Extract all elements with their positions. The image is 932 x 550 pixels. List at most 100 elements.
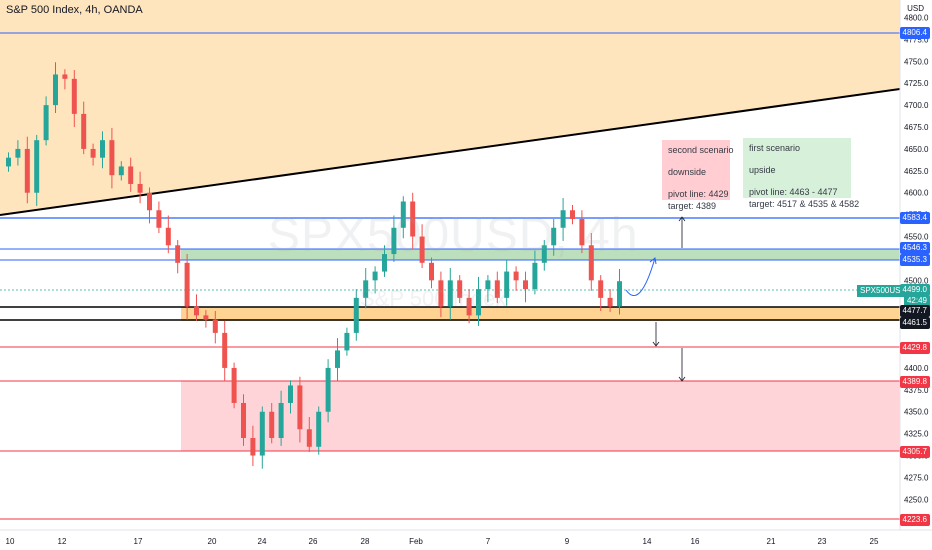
candle-body: [560, 210, 566, 228]
time-tick: 16: [691, 537, 700, 546]
projection-arrows: [652, 216, 686, 382]
candle-body: [523, 280, 528, 290]
time-tick: 26: [309, 537, 318, 546]
candle-body: [43, 105, 49, 141]
second-scenario-title: second scenario: [668, 145, 734, 155]
time-tick: 20: [208, 537, 217, 546]
candle-body: [212, 319, 218, 333]
candle-body: [457, 280, 463, 298]
candle-body: [222, 332, 228, 368]
price-label-4477: 4477.7: [899, 305, 930, 317]
candle-body: [128, 166, 134, 184]
candle-body: [410, 201, 416, 237]
candle-body: [175, 245, 181, 263]
symbol-tag[interactable]: SPX500USD: [857, 285, 910, 297]
candle-body: [588, 245, 594, 281]
candle-body: [419, 236, 425, 263]
price-tick: 4400.0: [904, 364, 929, 373]
first-scenario-note[interactable]: first scenario upside pivot line: 4463 -…: [743, 138, 859, 209]
time-tick: 14: [643, 537, 652, 546]
candle-body: [504, 271, 510, 298]
candle-body: [109, 140, 115, 176]
candle-body: [438, 280, 444, 307]
currency-label[interactable]: USD: [907, 4, 924, 13]
time-tick: Feb: [409, 537, 423, 546]
candle-body: [90, 148, 96, 158]
price-tick: 4800.0: [904, 14, 929, 23]
time-tick: 23: [818, 537, 827, 546]
candle-body: [306, 429, 312, 447]
time-axis[interactable]: 10 12 17 20 24 26 28 Feb 7 9 14 16 21 23 25: [6, 537, 879, 546]
price-tick: 4600.0: [904, 189, 929, 198]
price-tick: 4675.0: [904, 123, 929, 132]
candle-body: [513, 271, 519, 281]
pivot-zone: [181, 307, 900, 321]
candle-body: [598, 280, 604, 298]
candle-body: [363, 280, 369, 298]
price-label-4806: 4806.4: [899, 27, 930, 39]
price-tick: 4500.0: [904, 276, 929, 285]
price-tick: 4750.0: [904, 57, 929, 66]
price-label-last: 4499.0: [899, 284, 930, 296]
candle-body: [203, 315, 209, 320]
candle-body: [81, 113, 87, 149]
candle-body: [391, 227, 397, 255]
candle-body: [24, 148, 30, 193]
price-label-4461: 4461.5: [899, 317, 930, 329]
price-label-4389: 4389.8: [899, 376, 930, 388]
candle-body: [194, 306, 199, 316]
price-tick: 4625.0: [904, 167, 929, 176]
time-tick: 25: [870, 537, 879, 546]
candle-body: [382, 254, 387, 272]
price-tick: 4250.0: [904, 495, 929, 504]
candle-body: [476, 289, 481, 316]
time-tick: 17: [134, 537, 143, 546]
candle-body: [466, 297, 472, 316]
candle-body: [15, 148, 21, 158]
price-tick: 4275.0: [904, 473, 929, 482]
candle-body: [156, 210, 162, 228]
candle-body: [250, 438, 256, 456]
price-label-4583: 4583.4: [899, 212, 930, 224]
chart-title: S&P 500 Index, 4h, OANDA: [6, 4, 143, 16]
candle-body: [165, 227, 171, 246]
candle-body: [607, 297, 613, 307]
time-tick: 21: [767, 537, 776, 546]
price-tick: 4775.0: [904, 35, 929, 44]
projection-curve: [625, 257, 656, 296]
projection-curve-head: [649, 257, 657, 265]
candle-body: [325, 367, 331, 412]
candle-body: [316, 411, 322, 447]
watermark-symbol: SPX500USD, 4h: [268, 209, 639, 262]
green-zone: [181, 249, 900, 260]
price-tick: 4650.0: [904, 145, 929, 154]
price-tick: 4325.0: [904, 430, 929, 439]
candle-body: [259, 411, 265, 456]
candle-body: [532, 262, 538, 290]
price-label-4223: 4223.6: [899, 514, 930, 526]
first-scenario-title: first scenario: [749, 143, 801, 153]
candle-body: [147, 192, 152, 211]
second-scenario-note[interactable]: second scenario downside pivot line: 442…: [662, 140, 734, 211]
candle-body: [297, 385, 303, 430]
price-tick: 4550.0: [904, 233, 929, 242]
time-tick: 12: [58, 537, 67, 546]
candle-body: [372, 271, 378, 281]
time-tick: 24: [258, 537, 267, 546]
time-tick: 10: [6, 537, 15, 546]
time-tick: 7: [486, 537, 491, 546]
candle-body: [579, 219, 585, 246]
candle-body: [494, 280, 500, 298]
watermark-name: S&P 500 Index: [360, 286, 507, 311]
time-tick: 28: [361, 537, 370, 546]
candle-body: [34, 140, 40, 193]
up-arrow-head: [678, 216, 686, 222]
candle-body: [335, 350, 340, 368]
resistance-zone: [0, 0, 900, 215]
candle-body: [241, 402, 246, 439]
candle-body: [231, 367, 237, 403]
candle-body: [447, 280, 453, 307]
candle-body: [429, 262, 434, 281]
price-label-4546: 4546.3: [899, 242, 930, 254]
